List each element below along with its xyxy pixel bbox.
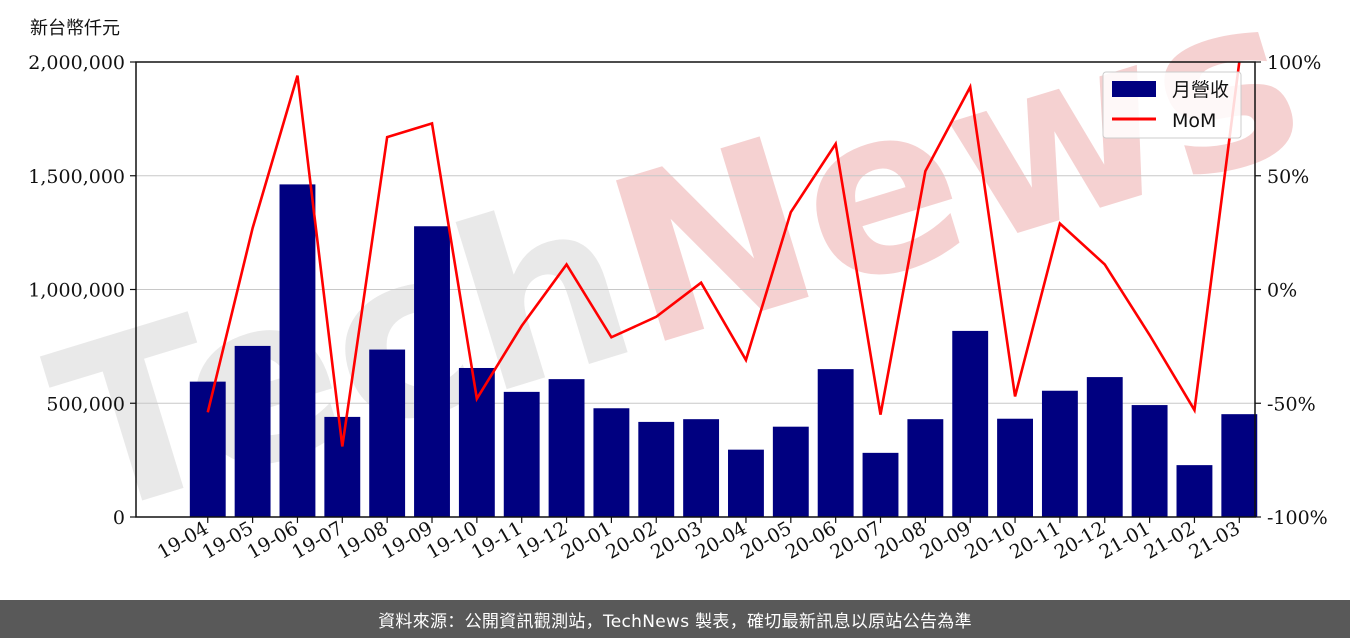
revenue-bar — [458, 367, 495, 517]
y-tick-label: 1,000,000 — [28, 280, 125, 302]
revenue-bar — [728, 449, 764, 517]
x-tick-label: 21-02 — [1141, 517, 1199, 563]
x-tick-label: 20-01 — [557, 517, 615, 563]
x-tick-label: 19-09 — [378, 517, 436, 563]
x-tick-label: 19-12 — [513, 517, 571, 563]
revenue-bar — [369, 349, 406, 517]
x-tick-label: 21-01 — [1096, 517, 1154, 563]
y-axis-unit-label: 新台幣仟元 — [30, 18, 120, 39]
x-tick-label: 20-02 — [602, 517, 660, 563]
y2-tick-label: 0% — [1267, 280, 1297, 302]
y-tick-label: 0 — [113, 507, 125, 529]
revenue-bar — [503, 391, 540, 517]
y-tick-label: 1,500,000 — [28, 166, 125, 188]
x-tick-label: 19-07 — [288, 517, 346, 563]
x-tick-label: 20-11 — [1006, 517, 1064, 563]
revenue-bar — [1221, 414, 1258, 517]
x-tick-label: 20-04 — [692, 517, 750, 563]
x-tick-label: 20-09 — [916, 517, 974, 563]
revenue-bar — [324, 416, 361, 517]
x-tick-label: 20-07 — [827, 517, 885, 563]
bar-series — [189, 184, 1258, 517]
revenue-bar — [772, 426, 809, 517]
revenue-bar — [907, 419, 944, 517]
x-tick-label: 20-08 — [871, 517, 929, 563]
revenue-bar — [862, 452, 899, 517]
x-tick-label: 20-06 — [782, 517, 840, 563]
revenue-bar — [234, 345, 271, 517]
y2-tick-label: -100% — [1267, 507, 1328, 529]
legend-swatch-bar — [1112, 81, 1156, 97]
revenue-bar — [548, 379, 585, 517]
revenue-bar — [1176, 465, 1213, 517]
revenue-bar — [414, 226, 450, 517]
y-tick-label: 500,000 — [46, 393, 125, 415]
x-tick-label: 20-05 — [737, 517, 795, 563]
mom-line — [206, 61, 1241, 447]
y2-tick-label: 50% — [1267, 166, 1309, 188]
legend-label-mom: MoM — [1172, 110, 1216, 132]
legend: 月營收 MoM — [1102, 71, 1242, 139]
y-tick-label: 2,000,000 — [28, 52, 125, 74]
revenue-bar — [817, 369, 854, 517]
x-tick-label: 19-10 — [423, 517, 481, 563]
x-tick-label: 20-12 — [1051, 517, 1109, 563]
revenue-bar — [952, 330, 989, 517]
legend-label-revenue: 月營收 — [1172, 79, 1229, 101]
x-tick-label: 21-03 — [1185, 517, 1243, 563]
y2-tick-label: 100% — [1267, 52, 1321, 74]
revenue-bar — [279, 184, 316, 517]
x-tick-label: 20-10 — [961, 517, 1019, 563]
revenue-bar — [997, 418, 1033, 517]
revenue-bar — [638, 421, 675, 517]
revenue-bar — [1041, 390, 1078, 517]
revenue-bar — [1086, 377, 1123, 517]
revenue-bar — [189, 381, 226, 517]
x-tick-label: 19-08 — [333, 517, 391, 563]
revenue-bar — [593, 408, 630, 517]
y2-tick-label: -50% — [1267, 393, 1316, 415]
x-tick-label: 19-11 — [468, 517, 526, 563]
source-footer: 資料來源：公開資訊觀測站，TechNews 製表，確切最新訊息以原站公告為準 — [0, 600, 1350, 638]
revenue-bar — [1131, 405, 1168, 517]
x-tick-label: 20-03 — [647, 517, 705, 563]
revenue-bar — [683, 419, 720, 517]
revenue-chart: TechNews 0500,0001,000,0001,500,0002,000… — [26, 0, 1328, 570]
